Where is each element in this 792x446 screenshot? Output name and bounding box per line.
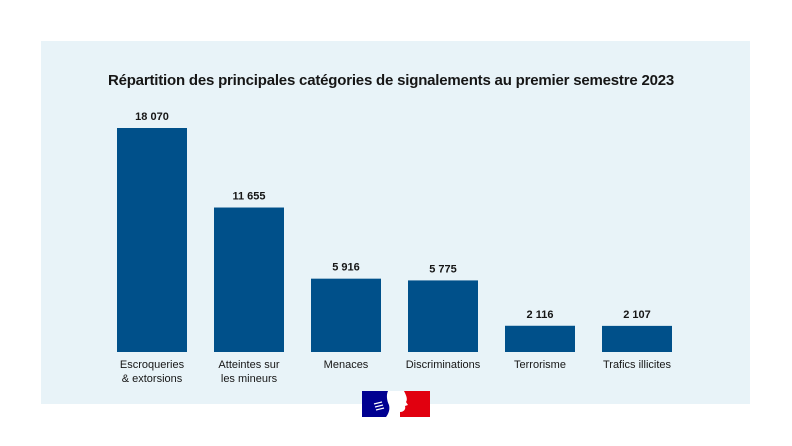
bar bbox=[117, 128, 187, 352]
category-label: Escroqueries bbox=[120, 359, 185, 371]
data-label: 2 107 bbox=[623, 309, 651, 321]
data-label: 2 116 bbox=[527, 309, 554, 321]
data-label: 18 070 bbox=[135, 111, 169, 123]
category-label: & extorsions bbox=[122, 373, 183, 385]
category-label: Trafics illicites bbox=[603, 359, 672, 371]
data-label: 5 916 bbox=[332, 262, 360, 274]
chart-title: Répartition des principales catégories d… bbox=[107, 72, 675, 89]
category-label: Terrorisme bbox=[514, 359, 566, 371]
category-label: Discriminations bbox=[406, 359, 481, 371]
bar bbox=[408, 280, 478, 352]
data-label: 5 775 bbox=[429, 263, 457, 275]
category-label: Menaces bbox=[324, 359, 369, 371]
bar bbox=[602, 325, 672, 352]
bar bbox=[505, 325, 575, 352]
data-label: 11 655 bbox=[232, 191, 265, 203]
category-label: les mineurs bbox=[221, 373, 278, 385]
category-label: Atteintes sur bbox=[218, 359, 279, 371]
marianne-logo bbox=[362, 391, 430, 417]
bar bbox=[214, 207, 284, 352]
bar bbox=[311, 278, 381, 352]
